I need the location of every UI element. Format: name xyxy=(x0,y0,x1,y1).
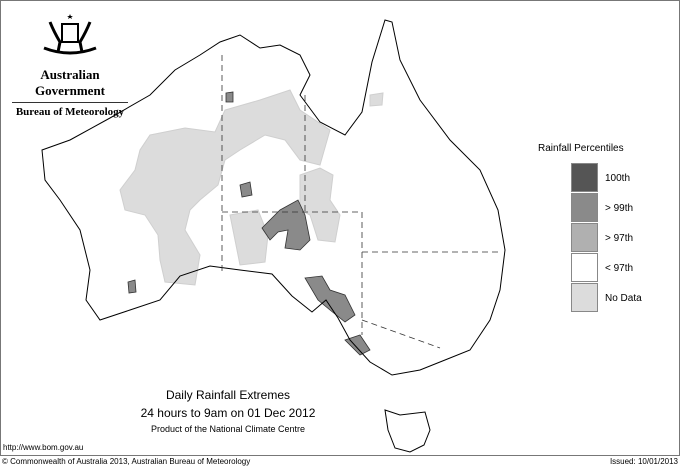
legend-swatch xyxy=(571,193,598,222)
legend-swatch xyxy=(571,163,598,192)
copyright-text: © Commonwealth of Australia 2013, Austra… xyxy=(2,457,251,466)
legend-label: > 97th xyxy=(605,233,634,244)
no-data-regions xyxy=(119,89,384,286)
tasmania-coastline xyxy=(384,409,431,453)
legend-label: < 97th xyxy=(605,263,634,274)
no-data-region-qld xyxy=(369,92,384,107)
legend-label: No Data xyxy=(605,293,642,304)
issued-date: Issued: 10/01/2013 xyxy=(609,457,678,466)
bom-url-link[interactable]: http://www.bom.gov.au xyxy=(3,443,84,452)
australia-map xyxy=(41,19,506,453)
government-name: Australian Government xyxy=(34,67,106,98)
map-product: Product of the National Climate Centre xyxy=(150,424,306,434)
mainland-coastline xyxy=(41,19,506,376)
state-borders xyxy=(221,55,500,349)
p99-region-central xyxy=(261,199,311,251)
no-data-region-wa xyxy=(119,89,331,286)
legend-swatch xyxy=(571,253,598,282)
logo-divider xyxy=(12,102,128,103)
bureau-name: Bureau of Meteorology xyxy=(15,106,125,118)
nsw-vic-border xyxy=(361,319,441,349)
legend-label: 100th xyxy=(605,173,631,184)
legend-swatch xyxy=(571,223,598,252)
map-title: Daily Rainfall Extremes xyxy=(165,388,291,402)
p99-region-kimberley xyxy=(225,91,234,103)
legend-label: > 99th xyxy=(605,203,634,214)
above-99th-regions xyxy=(127,91,371,356)
legend-title: Rainfall Percentiles xyxy=(538,143,624,154)
map-period: 24 hours to 9am on 01 Dec 2012 xyxy=(140,406,316,420)
coat-of-arms-icon xyxy=(43,14,97,55)
legend-swatch xyxy=(571,283,598,312)
no-data-region-nt xyxy=(299,167,341,243)
p99-region-nt xyxy=(239,181,253,198)
p99-region-wa xyxy=(127,279,137,294)
no-data-region-sa xyxy=(229,209,269,266)
government-logo: Australian Government Bureau of Meteorol… xyxy=(8,12,132,118)
p99-region-sa xyxy=(304,275,356,323)
p99-region-vic xyxy=(344,334,371,356)
